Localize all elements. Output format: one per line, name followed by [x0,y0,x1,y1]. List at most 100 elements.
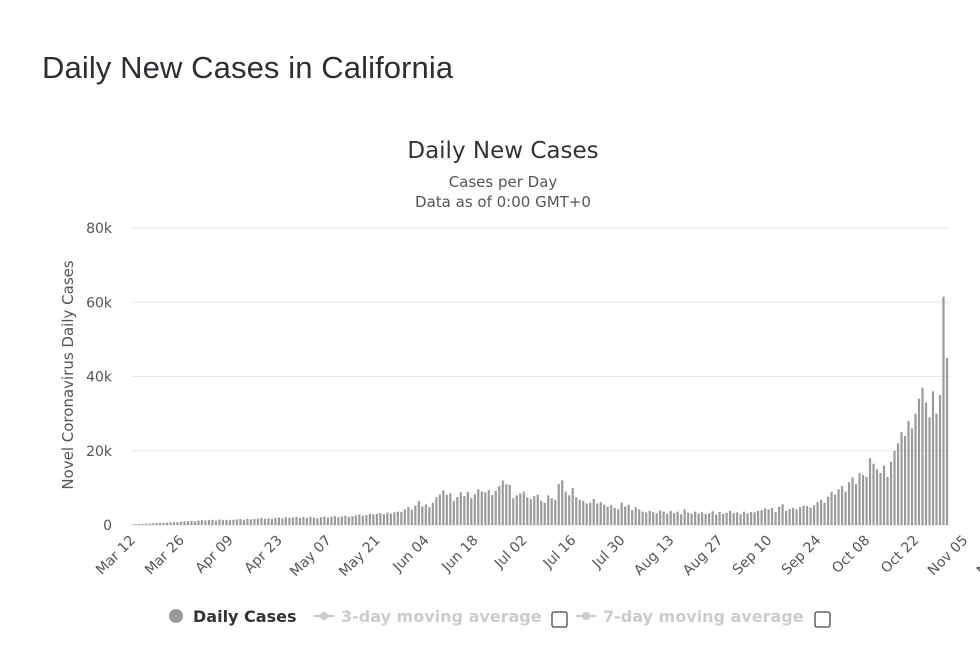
bar [694,511,697,525]
bar [228,520,232,525]
bar [659,510,662,525]
bar [372,514,375,525]
bar [505,484,508,525]
bar [631,510,634,525]
bar [819,499,823,525]
bar [795,509,798,525]
bar [596,503,599,525]
bar [449,493,452,525]
page-title: Daily New Cases in California [42,50,454,85]
bar [680,514,683,525]
bar [186,521,190,525]
bar [861,474,865,525]
bar [526,497,529,525]
bar [683,509,686,525]
bar [456,497,459,525]
bar [172,522,176,525]
bar [414,505,417,525]
bar [715,514,718,525]
y-tick-label: 60k [86,295,113,311]
bar [924,402,928,525]
legend-checkbox[interactable] [814,611,831,628]
legend-marker-icon [169,609,183,623]
bar [305,517,308,525]
bar [477,489,480,525]
x-tick-label: Jun 04 [389,532,432,575]
bar [896,443,900,525]
bar [256,518,260,525]
bar [669,510,672,525]
bar [806,506,809,525]
bars [130,296,949,526]
x-tick-label: Mar 12 [93,533,139,579]
bar [529,499,532,525]
bar [774,512,777,525]
bar [610,505,613,525]
bar [701,512,704,525]
bar [155,523,158,525]
bar [718,512,721,525]
legend-checkbox[interactable] [551,611,568,628]
bar [151,523,155,525]
bar [428,507,431,525]
bar [340,516,343,525]
y-tick-label: 80k [86,221,113,237]
bar [641,511,644,525]
x-tick-label: Jul 02 [491,533,531,573]
legend-item-7-day-moving-average[interactable]: 7-day moving average [576,607,831,628]
x-tick-label: Oct 08 [829,533,873,577]
bar [935,413,938,526]
bar [333,516,336,525]
bar [676,511,679,525]
legend[interactable]: Daily Cases 3-day moving average 7-day mov… [169,607,831,628]
bar [354,515,357,525]
bar [141,523,144,525]
bar [543,502,546,525]
x-tick-label: Sep 10 [730,533,776,579]
bar [512,498,515,525]
legend-item-daily-cases[interactable]: Daily Cases [169,607,296,626]
bar [778,506,781,525]
bar [277,517,280,525]
bar [165,522,169,525]
bar [347,516,350,525]
bar [652,512,655,525]
bar [494,490,497,525]
x-tick-label: Nov 19 [974,533,980,579]
bar [858,473,861,525]
bar [732,513,735,525]
bar [375,513,378,525]
chart-subtitle-line-2: Data as of 0:00 GMT+0 [415,193,591,211]
bar [281,518,284,525]
bar [837,489,840,525]
bar [847,482,851,525]
bar [410,509,413,525]
bar [361,515,364,525]
legend-item-3-day-moving-average[interactable]: 3-day moving average [314,607,568,628]
bar [764,508,767,525]
bar [417,500,420,525]
bar [242,519,246,525]
bar [368,513,371,525]
bar [316,518,319,525]
y-tick-label: 0 [103,518,112,534]
bar [358,514,361,525]
bar [750,512,753,525]
bar [613,507,616,525]
bar [389,513,392,525]
bar [739,514,742,525]
bar [463,496,466,525]
bar [606,506,609,525]
bar [844,491,847,525]
x-tick-label: Apr 09 [193,533,237,577]
bar [452,500,455,525]
bar [833,494,837,525]
bar [312,517,315,525]
bar [442,490,445,525]
bar [130,524,134,525]
bar [550,498,553,525]
bar [910,428,914,525]
bar [459,492,462,525]
bar [781,504,784,525]
